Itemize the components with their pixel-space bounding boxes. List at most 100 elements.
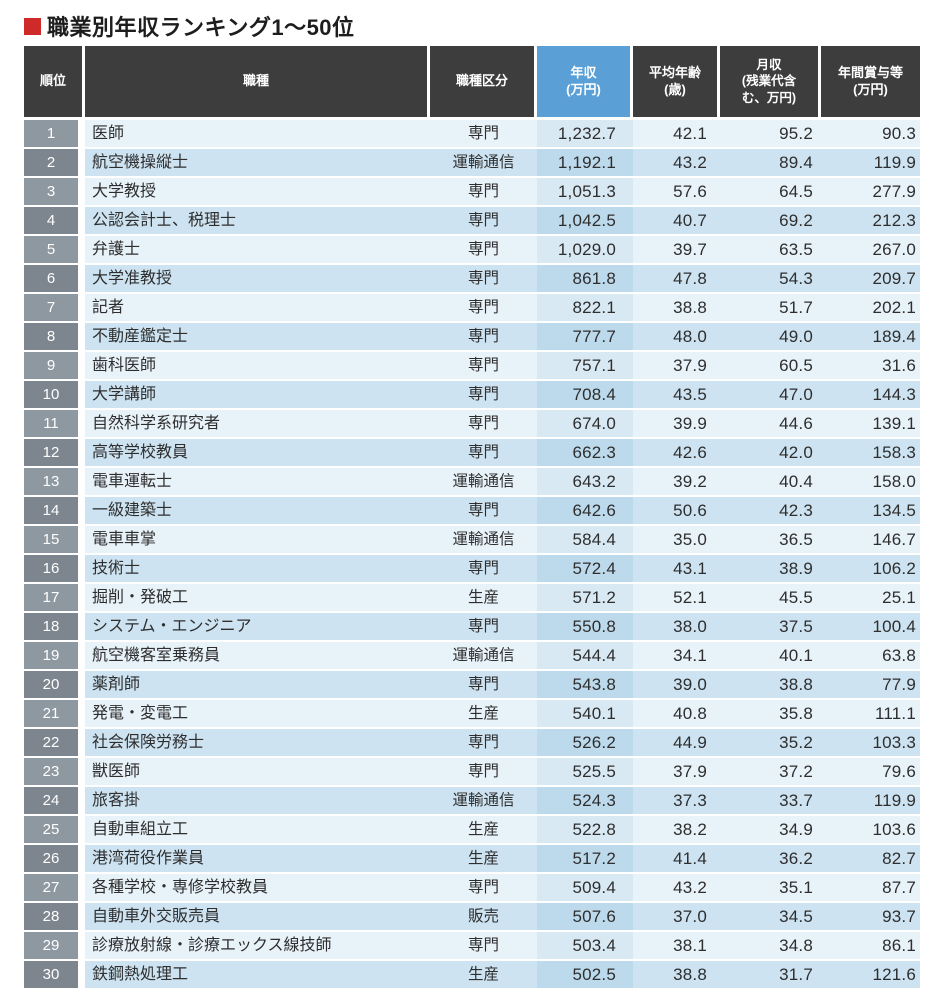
income-cell: 522.8 <box>537 816 633 843</box>
bonus-cell: 119.9 <box>821 149 920 176</box>
category-cell: 専門 <box>430 613 537 640</box>
bonus-cell: 119.9 <box>821 787 920 814</box>
column-header-monthly: 月収 (残業代含 む、万円) <box>720 46 821 117</box>
occupation-cell: 弁護士 <box>85 236 430 263</box>
table-row: 2 航空機操縦士 運輸通信 1,192.1 43.2 89.4 119.9 <box>24 149 920 176</box>
monthly-income-cell: 45.5 <box>720 584 821 611</box>
table-row: 12 高等学校教員 専門 662.3 42.6 42.0 158.3 <box>24 439 920 466</box>
occupation-cell: 技術士 <box>85 555 430 582</box>
monthly-income-cell: 44.6 <box>720 410 821 437</box>
table-row: 30 鉄鋼熱処理工 生産 502.5 38.8 31.7 121.6 <box>24 961 920 988</box>
bonus-cell: 111.1 <box>821 700 920 727</box>
occupation-cell: 自然科学系研究者 <box>85 410 430 437</box>
table-row: 19 航空機客室乗務員 運輸通信 544.4 34.1 40.1 63.8 <box>24 642 920 669</box>
income-cell: 1,029.0 <box>537 236 633 263</box>
age-cell: 43.5 <box>633 381 720 408</box>
category-cell: 専門 <box>430 497 537 524</box>
table-row: 14 一級建築士 専門 642.6 50.6 42.3 134.5 <box>24 497 920 524</box>
age-cell: 39.7 <box>633 236 720 263</box>
occupation-cell: 電車運転士 <box>85 468 430 495</box>
age-cell: 37.9 <box>633 352 720 379</box>
monthly-income-cell: 49.0 <box>720 323 821 350</box>
income-cell: 517.2 <box>537 845 633 872</box>
monthly-income-cell: 34.8 <box>720 932 821 959</box>
bonus-cell: 25.1 <box>821 584 920 611</box>
monthly-income-cell: 63.5 <box>720 236 821 263</box>
rank-cell: 16 <box>24 555 85 582</box>
age-cell: 52.1 <box>633 584 720 611</box>
age-cell: 41.4 <box>633 845 720 872</box>
table-row: 23 獣医師 専門 525.5 37.9 37.2 79.6 <box>24 758 920 785</box>
occupation-cell: 歯科医師 <box>85 352 430 379</box>
table-row: 25 自動車組立工 生産 522.8 38.2 34.9 103.6 <box>24 816 920 843</box>
category-cell: 生産 <box>430 845 537 872</box>
occupation-cell: 港湾荷役作業員 <box>85 845 430 872</box>
occupation-cell: 高等学校教員 <box>85 439 430 466</box>
age-cell: 37.0 <box>633 903 720 930</box>
table-row: 21 発電・変電工 生産 540.1 40.8 35.8 111.1 <box>24 700 920 727</box>
age-cell: 38.8 <box>633 961 720 988</box>
title-bar: 職業別年収ランキング1〜50位 <box>24 11 946 41</box>
monthly-income-cell: 64.5 <box>720 178 821 205</box>
rank-cell: 9 <box>24 352 85 379</box>
income-cell: 584.4 <box>537 526 633 553</box>
age-cell: 48.0 <box>633 323 720 350</box>
age-cell: 42.6 <box>633 439 720 466</box>
income-cell: 822.1 <box>537 294 633 321</box>
income-cell: 543.8 <box>537 671 633 698</box>
rank-cell: 5 <box>24 236 85 263</box>
age-cell: 40.7 <box>633 207 720 234</box>
income-cell: 507.6 <box>537 903 633 930</box>
rank-cell: 7 <box>24 294 85 321</box>
table-row: 17 掘削・発破工 生産 571.2 52.1 45.5 25.1 <box>24 584 920 611</box>
age-cell: 47.8 <box>633 265 720 292</box>
monthly-income-cell: 40.4 <box>720 468 821 495</box>
title-bullet-icon <box>24 17 41 35</box>
age-cell: 42.1 <box>633 120 720 147</box>
monthly-income-cell: 35.8 <box>720 700 821 727</box>
bonus-cell: 209.7 <box>821 265 920 292</box>
table-row: 22 社会保険労務士 専門 526.2 44.9 35.2 103.3 <box>24 729 920 756</box>
occupation-cell: 自動車外交販売員 <box>85 903 430 930</box>
income-cell: 524.3 <box>537 787 633 814</box>
income-cell: 502.5 <box>537 961 633 988</box>
table-row: 28 自動車外交販売員 販売 507.6 37.0 34.5 93.7 <box>24 903 920 930</box>
rank-cell: 29 <box>24 932 85 959</box>
age-cell: 34.1 <box>633 642 720 669</box>
category-cell: 生産 <box>430 816 537 843</box>
monthly-income-cell: 36.2 <box>720 845 821 872</box>
rank-cell: 12 <box>24 439 85 466</box>
category-cell: 生産 <box>430 700 537 727</box>
bonus-cell: 93.7 <box>821 903 920 930</box>
monthly-income-cell: 42.0 <box>720 439 821 466</box>
monthly-income-cell: 38.9 <box>720 555 821 582</box>
age-cell: 43.1 <box>633 555 720 582</box>
table-row: 7 記者 専門 822.1 38.8 51.7 202.1 <box>24 294 920 321</box>
ranking-table-body: 1 医師 専門 1,232.7 42.1 95.2 90.3 2 航空機操縦士 運輸通信 1,192… <box>24 120 920 988</box>
rank-cell: 20 <box>24 671 85 698</box>
rank-cell: 21 <box>24 700 85 727</box>
monthly-income-cell: 47.0 <box>720 381 821 408</box>
monthly-income-cell: 51.7 <box>720 294 821 321</box>
table-row: 10 大学講師 専門 708.4 43.5 47.0 144.3 <box>24 381 920 408</box>
column-header-income: 年収 (万円) <box>537 46 633 117</box>
rank-cell: 4 <box>24 207 85 234</box>
monthly-income-cell: 42.3 <box>720 497 821 524</box>
rank-cell: 28 <box>24 903 85 930</box>
rank-cell: 1 <box>24 120 85 147</box>
rank-cell: 18 <box>24 613 85 640</box>
rank-cell: 11 <box>24 410 85 437</box>
category-cell: 専門 <box>430 381 537 408</box>
category-cell: 運輸通信 <box>430 526 537 553</box>
table-row: 24 旅客掛 運輸通信 524.3 37.3 33.7 119.9 <box>24 787 920 814</box>
category-cell: 運輸通信 <box>430 787 537 814</box>
occupation-cell: 診療放射線・診療エックス線技師 <box>85 932 430 959</box>
category-cell: 専門 <box>430 178 537 205</box>
monthly-income-cell: 40.1 <box>720 642 821 669</box>
bonus-cell: 158.0 <box>821 468 920 495</box>
monthly-income-cell: 69.2 <box>720 207 821 234</box>
monthly-income-cell: 60.5 <box>720 352 821 379</box>
category-cell: 専門 <box>430 410 537 437</box>
occupation-cell: 各種学校・専修学校教員 <box>85 874 430 901</box>
income-cell: 1,192.1 <box>537 149 633 176</box>
